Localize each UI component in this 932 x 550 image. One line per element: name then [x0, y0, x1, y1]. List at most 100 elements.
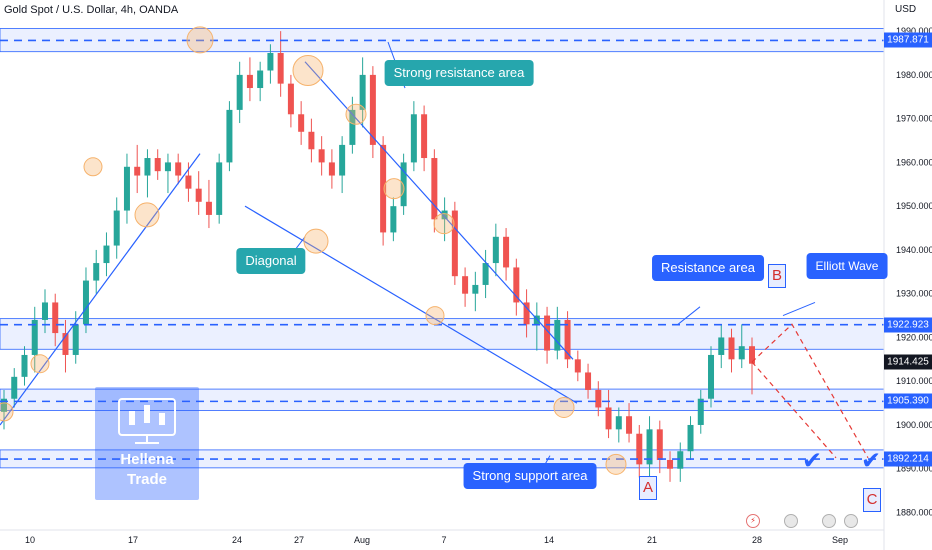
- candle-body[interactable]: [41, 302, 48, 320]
- wave-c-label[interactable]: C: [863, 488, 881, 512]
- swing-highlight-circle: [345, 103, 367, 125]
- candle-body[interactable]: [21, 354, 28, 377]
- candle-body[interactable]: [103, 245, 110, 264]
- y-tick-label: 1980.000: [896, 70, 932, 80]
- candle-body[interactable]: [318, 149, 325, 163]
- candle-body[interactable]: [728, 337, 735, 360]
- candle-body[interactable]: [369, 74, 376, 145]
- candle-body[interactable]: [31, 319, 38, 355]
- candle-body[interactable]: [451, 210, 458, 277]
- projection-path-alt[interactable]: [751, 361, 837, 459]
- candle-body[interactable]: [123, 166, 130, 211]
- candle-body[interactable]: [626, 416, 633, 434]
- candle-body[interactable]: [257, 70, 264, 89]
- candle-body[interactable]: [718, 337, 725, 355]
- candle-body[interactable]: [216, 162, 223, 215]
- candle-body[interactable]: [667, 459, 674, 469]
- candle-body[interactable]: [595, 389, 602, 408]
- candle-body[interactable]: [1, 398, 7, 412]
- symbol-title: Gold Spot / U.S. Dollar, 4h, OANDA: [4, 4, 179, 16]
- candle-body[interactable]: [144, 158, 151, 176]
- candle-body[interactable]: [298, 114, 305, 132]
- y-tick-label: 1890.000: [896, 464, 932, 474]
- candle-body[interactable]: [113, 210, 120, 246]
- flag-icon[interactable]: [822, 514, 836, 528]
- candle-body[interactable]: [287, 83, 294, 115]
- candle-body[interactable]: [246, 74, 253, 89]
- candle-body[interactable]: [236, 74, 243, 110]
- candle-body[interactable]: [52, 302, 59, 334]
- candle-body[interactable]: [441, 210, 448, 220]
- candle-body[interactable]: [400, 162, 407, 207]
- candle-body[interactable]: [636, 433, 643, 465]
- trend-line[interactable]: [244, 205, 578, 404]
- flag-icon[interactable]: [784, 514, 798, 528]
- wave-b-label[interactable]: B: [768, 264, 786, 288]
- candle-body[interactable]: [390, 206, 397, 233]
- candle-body[interactable]: [93, 263, 100, 281]
- candle-body[interactable]: [523, 302, 530, 325]
- candle-body[interactable]: [646, 429, 653, 465]
- candle-body[interactable]: [277, 53, 284, 84]
- trend-line[interactable]: [0, 153, 201, 426]
- candle-body[interactable]: [656, 429, 663, 460]
- candle-body[interactable]: [482, 263, 489, 285]
- price-level-tag: 1905.390: [884, 393, 932, 409]
- candle-body[interactable]: [431, 158, 438, 220]
- candle-body[interactable]: [492, 236, 499, 264]
- candle-body[interactable]: [185, 175, 192, 189]
- candle-body[interactable]: [205, 201, 212, 215]
- candle-body[interactable]: [339, 144, 346, 176]
- lightning-icon[interactable]: ⚡: [746, 514, 760, 528]
- candle-body[interactable]: [328, 162, 335, 176]
- candle-body[interactable]: [175, 162, 182, 176]
- candle-body[interactable]: [687, 424, 694, 452]
- candle-body[interactable]: [267, 53, 274, 71]
- candle-body[interactable]: [82, 280, 89, 325]
- candle-body[interactable]: [195, 188, 202, 202]
- candle-body[interactable]: [554, 319, 561, 351]
- candle-body[interactable]: [134, 166, 141, 176]
- candle-body[interactable]: [349, 109, 356, 145]
- candle-body[interactable]: [697, 398, 704, 425]
- swing-highlight-circle: [134, 202, 160, 228]
- candle-body[interactable]: [605, 407, 612, 430]
- strong-resistance-label[interactable]: Strong resistance area: [384, 60, 534, 86]
- candle-body[interactable]: [359, 74, 366, 110]
- candle-body[interactable]: [72, 324, 79, 355]
- candle-body[interactable]: [574, 359, 581, 373]
- candle-body[interactable]: [410, 114, 417, 163]
- candle-body[interactable]: [615, 416, 622, 430]
- candle-body[interactable]: [503, 236, 510, 268]
- trend-line[interactable]: [304, 61, 574, 360]
- candle-body[interactable]: [11, 376, 18, 399]
- projection-path[interactable]: [751, 323, 869, 459]
- diagonal-label[interactable]: Diagonal: [236, 248, 306, 274]
- candle-body[interactable]: [462, 276, 469, 294]
- candle-body[interactable]: [226, 109, 233, 163]
- currency-label: USD: [895, 4, 917, 15]
- candle-body[interactable]: [472, 284, 479, 294]
- candle-body[interactable]: [421, 114, 428, 159]
- candle-body[interactable]: [154, 158, 161, 172]
- strong-support-label[interactable]: Strong support area: [463, 463, 597, 489]
- candle-body[interactable]: [308, 131, 315, 150]
- candle-body[interactable]: [564, 319, 571, 360]
- swing-highlight-circle: [30, 354, 50, 374]
- wave-a-label[interactable]: A: [639, 476, 657, 500]
- elliott-wave-label[interactable]: Elliott Wave: [806, 253, 888, 279]
- callout-connector: [782, 301, 816, 317]
- candle-body[interactable]: [677, 451, 684, 469]
- candle-body[interactable]: [738, 346, 745, 360]
- resistance-area-label[interactable]: Resistance area: [652, 255, 764, 281]
- candle-body[interactable]: [585, 372, 592, 390]
- flag-icon[interactable]: [844, 514, 858, 528]
- candle-body[interactable]: [544, 315, 551, 351]
- candle-body[interactable]: [708, 354, 715, 399]
- candle-body[interactable]: [380, 144, 387, 233]
- candle-body[interactable]: [749, 346, 755, 364]
- candle-body[interactable]: [164, 162, 171, 172]
- candle-body[interactable]: [62, 333, 69, 355]
- candle-body[interactable]: [513, 267, 520, 303]
